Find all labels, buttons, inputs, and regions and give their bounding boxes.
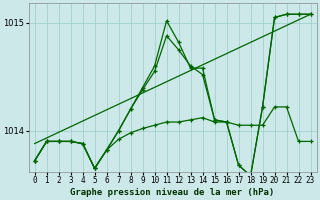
X-axis label: Graphe pression niveau de la mer (hPa): Graphe pression niveau de la mer (hPa) bbox=[70, 188, 275, 197]
